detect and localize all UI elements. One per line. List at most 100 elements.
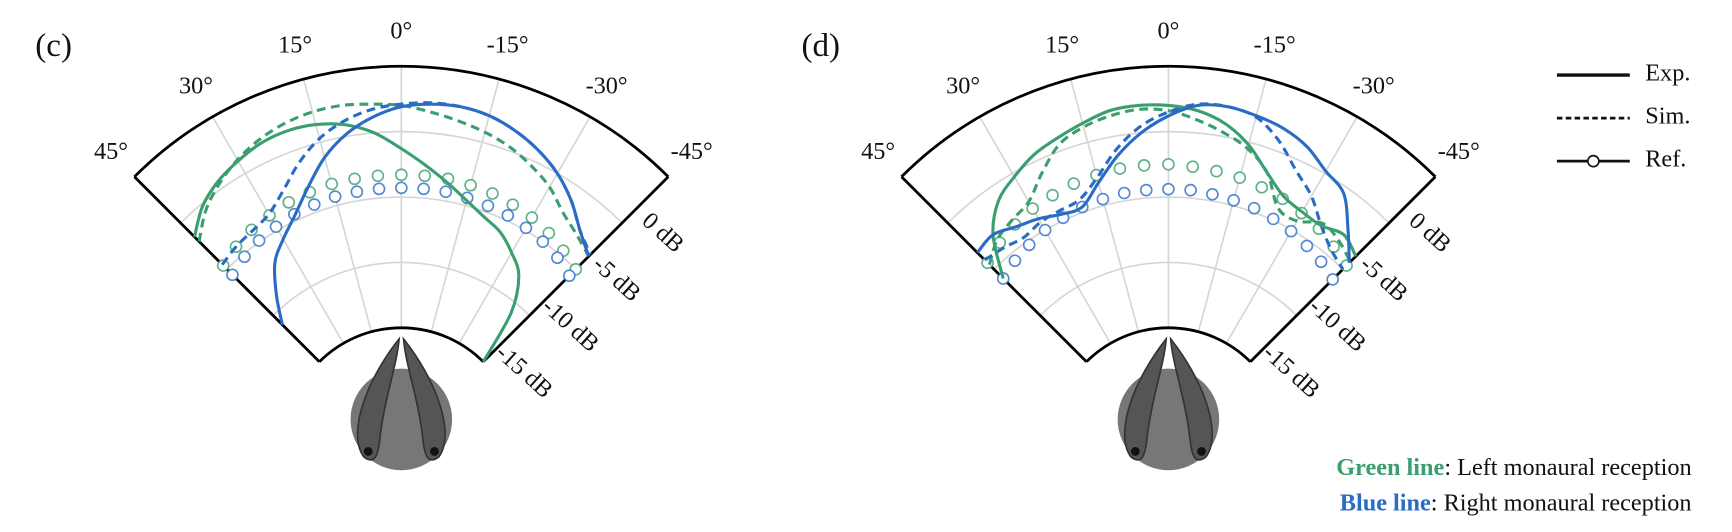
note-key: Green line xyxy=(1336,454,1444,481)
head-icon xyxy=(350,336,453,471)
ref-marker xyxy=(1300,239,1314,253)
r-tick-label: -5 dB xyxy=(587,251,646,308)
outer-arc xyxy=(133,64,670,178)
legend-label: Sim. xyxy=(1645,103,1690,130)
ref-marker xyxy=(1113,162,1127,175)
ref-marker xyxy=(1162,157,1175,171)
ref-marker xyxy=(525,211,539,224)
note: Green line: Left monaural reception xyxy=(1336,454,1691,481)
ref-marker xyxy=(394,168,408,182)
theta-tick-label: -15° xyxy=(1254,32,1296,59)
ear-dot xyxy=(430,447,439,456)
outer-arc xyxy=(900,64,1437,178)
legend-marker xyxy=(1587,154,1600,168)
ref-marker xyxy=(486,187,499,200)
ref-marker xyxy=(252,234,266,247)
ear-dot xyxy=(363,447,373,456)
exp-line xyxy=(976,103,1351,263)
r-tick-label: 0 dB xyxy=(637,207,690,258)
ref-marker xyxy=(1227,194,1240,207)
ref-marker xyxy=(506,198,520,212)
inner-arc xyxy=(318,326,485,363)
ref-marker xyxy=(1096,192,1110,206)
theta-tick-label: -45° xyxy=(671,138,713,165)
theta-tick-label: -30° xyxy=(586,73,628,100)
ref-marker xyxy=(216,259,230,272)
ref-marker xyxy=(325,177,339,191)
ref-marker xyxy=(1247,201,1261,215)
ref-marker xyxy=(1117,186,1131,200)
note-key: Blue line xyxy=(1340,489,1431,516)
ref-marker xyxy=(1266,212,1280,226)
r-tick-label: -10 dB xyxy=(1304,293,1372,358)
ref-marker xyxy=(418,169,432,183)
ear-dot xyxy=(1197,447,1206,456)
grid-line xyxy=(302,78,373,332)
ref-marker xyxy=(269,220,283,234)
ref-marker xyxy=(542,226,556,240)
theta-tick-label: 45° xyxy=(861,138,895,165)
sim-line xyxy=(987,107,1352,266)
ref-marker xyxy=(1233,171,1247,184)
legend-label: Exp. xyxy=(1645,60,1690,87)
ref-marker xyxy=(348,172,361,186)
ref-marker xyxy=(1184,183,1197,197)
ref-marker xyxy=(1210,164,1223,178)
theta-tick-label: 45° xyxy=(94,138,128,165)
theta-tick-label: -15° xyxy=(487,32,529,59)
panel-label: (c) xyxy=(35,27,72,64)
ref-marker xyxy=(1038,223,1052,237)
r-tick-label: -10 dB xyxy=(537,293,605,358)
ref-marker xyxy=(1314,255,1328,269)
r-tick-label: -5 dB xyxy=(1355,251,1414,308)
ref-marker xyxy=(1186,160,1200,174)
ref-marker xyxy=(1022,238,1036,252)
theta-tick-label: 30° xyxy=(179,73,213,100)
ref-marker xyxy=(439,185,453,199)
ref-marker xyxy=(1255,180,1269,194)
ref-marker xyxy=(1026,202,1040,215)
ref-marker xyxy=(1206,187,1219,201)
ear xyxy=(356,336,401,461)
ref-marker xyxy=(1162,182,1175,196)
ref-marker xyxy=(372,182,386,196)
ref-marker xyxy=(1137,159,1151,172)
ref-marker xyxy=(417,182,430,196)
ref-marker xyxy=(1008,254,1022,268)
note-text: : Left monaural reception xyxy=(1444,454,1691,481)
ref-marker xyxy=(371,169,385,183)
note: Blue line: Right monaural reception xyxy=(1340,489,1692,516)
theta-tick-label: 15° xyxy=(1045,32,1079,59)
ref-marker xyxy=(350,185,364,199)
panel-label: (d) xyxy=(801,27,840,64)
ear xyxy=(1123,336,1168,461)
ref-marker xyxy=(1046,188,1059,202)
sector-edge xyxy=(900,175,1088,363)
ref-marker xyxy=(394,181,408,195)
theta-tick-label: -45° xyxy=(1438,138,1480,165)
ref-marker xyxy=(1139,183,1153,197)
r-tick-label: -15 dB xyxy=(490,339,558,404)
ref-marker xyxy=(282,196,296,209)
ref-marker xyxy=(226,268,239,282)
ref-marker xyxy=(1067,177,1081,190)
ref-marker xyxy=(562,269,576,283)
ref-marker xyxy=(536,235,550,248)
legend-label: Ref. xyxy=(1645,146,1686,173)
exp-line xyxy=(272,102,591,326)
ref-marker xyxy=(1284,224,1298,238)
inner-arc xyxy=(1085,326,1252,363)
ref-marker xyxy=(238,250,251,264)
theta-tick-label: 0° xyxy=(1158,18,1180,45)
ref-marker xyxy=(551,251,564,265)
ref-marker xyxy=(519,221,533,235)
theta-tick-label: -30° xyxy=(1353,73,1395,100)
exp-line xyxy=(193,122,521,363)
head-icon xyxy=(1117,336,1220,471)
exp-line xyxy=(991,103,1358,279)
grid-arc xyxy=(1085,327,1251,363)
ref-marker xyxy=(328,190,342,203)
grid-arc xyxy=(318,327,484,363)
ear-dot xyxy=(1130,447,1140,456)
